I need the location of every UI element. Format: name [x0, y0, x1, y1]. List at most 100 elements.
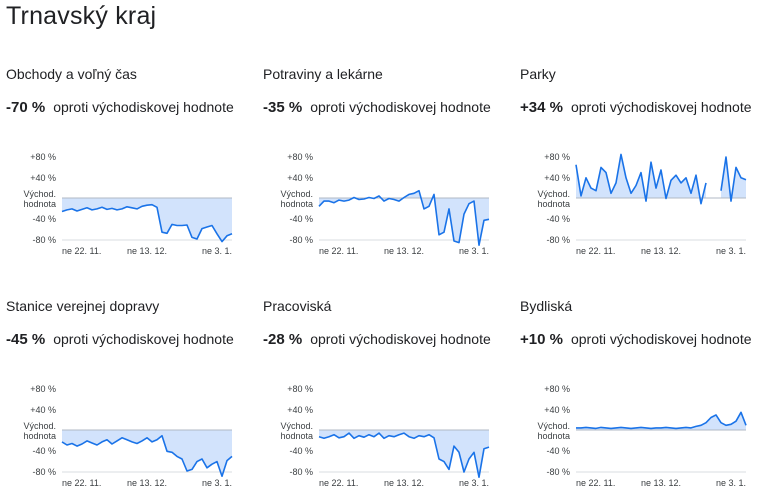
- summary-value: -45 %: [6, 331, 46, 348]
- chart-panel: Bydliská +10 % oproti východiskovej hodnot…: [514, 232, 759, 488]
- y-tick-label: hodnota: [23, 431, 56, 441]
- y-tick-label: Východ.: [537, 421, 570, 431]
- y-tick-label: +40 %: [30, 173, 56, 183]
- line-chart: +80 % +40 % Východ.hodnota -40 % -80 % ne 22.…: [23, 384, 233, 488]
- x-tick-label: ne 3. 1.: [716, 478, 746, 488]
- summary-value: -35 %: [263, 99, 303, 116]
- y-tick-label: +40 %: [30, 405, 56, 415]
- y-tick-label: -40 %: [32, 446, 56, 456]
- series-line: [318, 432, 490, 478]
- y-tick-label: +40 %: [544, 173, 570, 183]
- series-area: [576, 154, 706, 204]
- series-area: [62, 430, 232, 477]
- x-tick-label: ne 22. 11.: [62, 478, 101, 488]
- x-tick-label: ne 3. 1.: [459, 478, 489, 488]
- y-tick-label: Východ.: [23, 421, 56, 431]
- chart-title: Potraviny a lekárne: [263, 66, 383, 82]
- y-tick-label: -40 %: [546, 214, 570, 224]
- chart-title: Parky: [520, 66, 556, 82]
- x-tick-label: ne 13. 12.: [127, 246, 167, 256]
- summary-row: -35 % oproti východiskovej hodnote: [263, 99, 491, 117]
- y-tick-label: hodnota: [280, 431, 313, 441]
- chart-panel: Stanice verejnej dopravy -45 % oproti vých…: [0, 232, 245, 488]
- x-tick-label: ne 3. 1.: [459, 246, 489, 256]
- x-tick-label: ne 22. 11.: [62, 246, 101, 256]
- summary-text: oproti východiskovej hodnote: [310, 99, 491, 115]
- x-tick-label: ne 13. 12.: [127, 478, 167, 488]
- y-tick-label: -80 %: [289, 467, 313, 477]
- chart-title: Stanice verejnej dopravy: [6, 298, 160, 314]
- y-tick-label: Východ.: [280, 421, 313, 431]
- x-tick-label: ne 13. 12.: [384, 478, 424, 488]
- summary-value: +34 %: [520, 99, 563, 116]
- series-line: [576, 411, 747, 430]
- y-tick-label: Východ.: [537, 189, 570, 199]
- line-chart: +80 % +40 % Východ.hodnota -40 % -80 % ne 22.…: [23, 152, 233, 256]
- y-tick-label: +80 %: [544, 384, 570, 394]
- y-tick-label: hodnota: [537, 431, 570, 441]
- y-tick-label: Východ.: [280, 189, 313, 199]
- y-tick-label: +80 %: [287, 152, 313, 162]
- line-chart: +80 % +40 % Východ.hodnota -40 % -80 % ne 22.…: [280, 152, 490, 256]
- x-tick-label: ne 13. 12.: [641, 478, 681, 488]
- chart-panel: Obchody a voľný čas -70 % oproti východisk…: [0, 0, 245, 256]
- y-tick-label: -40 %: [32, 214, 56, 224]
- summary-text: oproti východiskovej hodnote: [570, 99, 752, 115]
- y-tick-label: -80 %: [32, 235, 56, 245]
- chart-panel: Pracoviská -28 % oproti východiskovej hodn…: [257, 232, 502, 488]
- chart-title: Bydliská: [520, 298, 573, 314]
- x-tick-label: ne 22. 11.: [576, 246, 615, 256]
- page-title: Trnavský kraj: [6, 2, 157, 30]
- y-tick-label: +40 %: [287, 405, 313, 415]
- y-tick-label: +80 %: [30, 384, 56, 394]
- summary-text: oproti východiskovej hodnote: [53, 99, 234, 115]
- y-tick-label: -40 %: [546, 446, 570, 456]
- x-tick-label: ne 22. 11.: [319, 246, 358, 256]
- summary-text: oproti východiskovej hodnote: [570, 331, 752, 347]
- y-tick-label: -80 %: [32, 467, 56, 477]
- line-chart: +80 % +40 % Východ.hodnota -40 % -80 % ne 22.…: [537, 384, 747, 488]
- summary-row: -70 % oproti východiskovej hodnote: [6, 99, 234, 117]
- y-tick-label: +40 %: [287, 173, 313, 183]
- y-tick-label: hodnota: [23, 199, 56, 209]
- chart-panel: Potraviny a lekárne -35 % oproti východisk…: [257, 0, 502, 256]
- x-tick-label: ne 3. 1.: [716, 246, 746, 256]
- series-line: [318, 189, 490, 246]
- series-line: [575, 153, 707, 205]
- y-tick-label: -80 %: [546, 467, 570, 477]
- chart-title: Obchody a voľný čas: [6, 66, 137, 82]
- x-tick-label: ne 3. 1.: [202, 246, 232, 256]
- summary-text: oproti východiskovej hodnote: [310, 331, 491, 347]
- y-tick-label: -40 %: [289, 446, 313, 456]
- x-tick-label: ne 3. 1.: [202, 478, 232, 488]
- y-tick-label: +40 %: [544, 405, 570, 415]
- y-tick-label: -40 %: [289, 214, 313, 224]
- series-line: [61, 434, 233, 477]
- y-tick-label: Východ.: [23, 189, 56, 199]
- y-tick-label: hodnota: [537, 199, 570, 209]
- series-area: [319, 190, 489, 246]
- line-chart: +80 % +40 % Východ.hodnota -40 % -80 % ne 22.…: [280, 384, 490, 488]
- x-tick-label: ne 13. 12.: [641, 246, 681, 256]
- y-tick-label: +80 %: [544, 152, 570, 162]
- series-line: [61, 203, 233, 243]
- summary-text: oproti východiskovej hodnote: [53, 331, 234, 347]
- summary-value: -70 %: [6, 99, 46, 116]
- summary-row: -28 % oproti východiskovej hodnote: [263, 331, 491, 349]
- summary-value: -28 %: [263, 331, 303, 348]
- summary-value: +10 %: [520, 331, 563, 348]
- series-area: [576, 412, 746, 430]
- x-tick-label: ne 22. 11.: [319, 478, 358, 488]
- x-tick-label: ne 22. 11.: [576, 478, 615, 488]
- summary-row: +34 % oproti východiskovej hodnote: [520, 99, 752, 117]
- summary-row: +10 % oproti východiskovej hodnote: [520, 331, 752, 349]
- chart-panel: Parky +34 % oproti východiskovej hodnote +8…: [514, 0, 759, 256]
- chart-title: Pracoviská: [263, 298, 332, 314]
- summary-row: -45 % oproti východiskovej hodnote: [6, 331, 234, 349]
- y-tick-label: -80 %: [546, 235, 570, 245]
- y-tick-label: +80 %: [287, 384, 313, 394]
- x-tick-label: ne 13. 12.: [384, 246, 424, 256]
- y-tick-label: -80 %: [289, 235, 313, 245]
- series-line: [720, 156, 747, 202]
- line-chart: +80 % +40 % Východ.hodnota -40 % -80 % ne 22.…: [537, 152, 747, 256]
